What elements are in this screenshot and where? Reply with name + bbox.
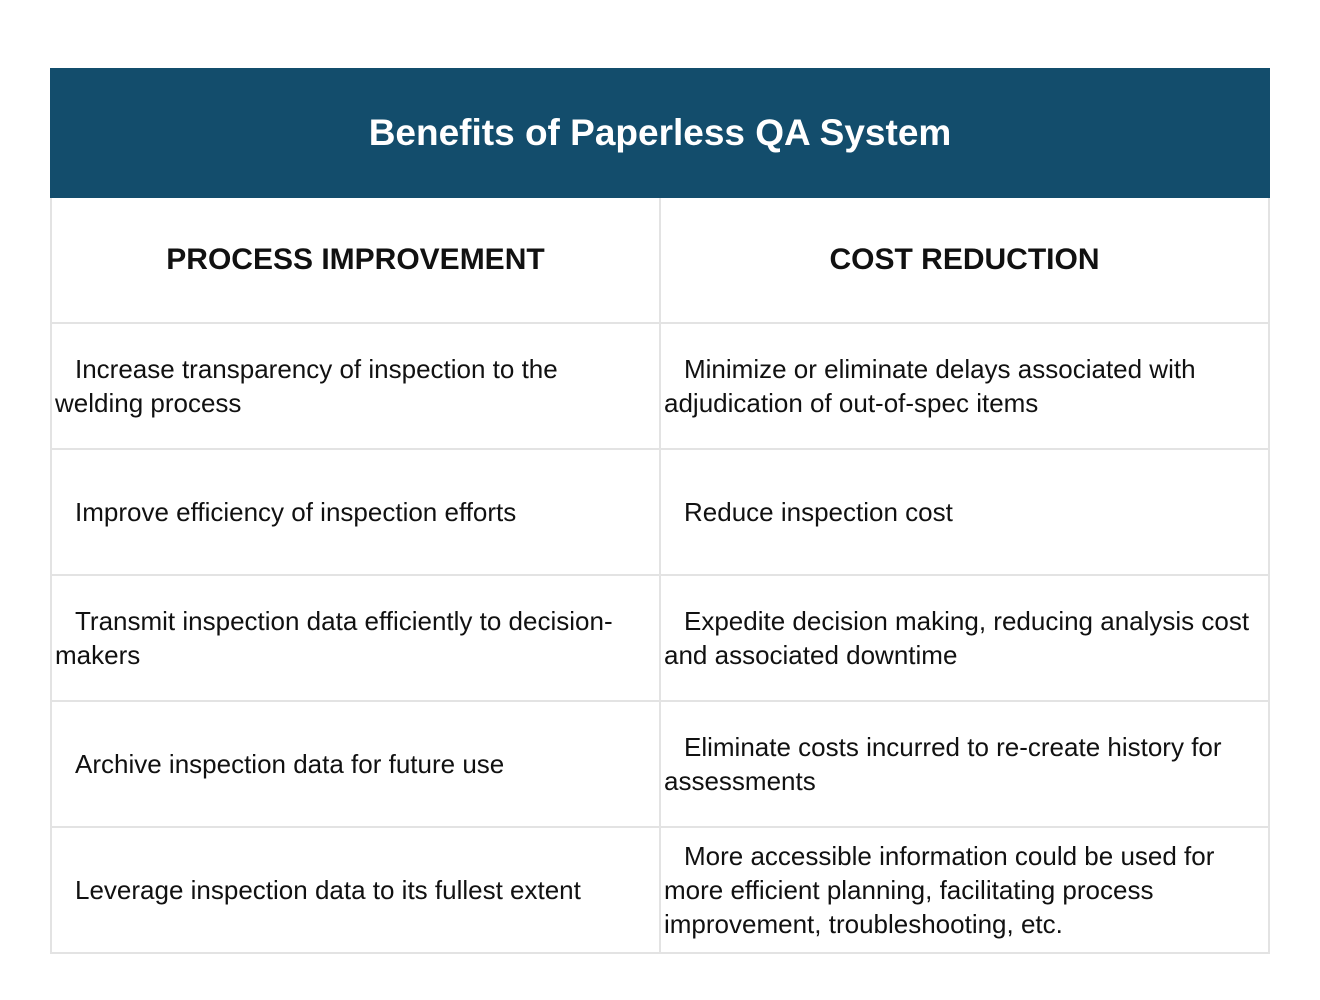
cell-text: Archive inspection data for future use [75,749,505,779]
cell-text: Increase transparency of inspection to t… [55,354,558,418]
cell-text: Reduce inspection cost [684,497,953,527]
table-row: Transmit inspection data efficiently to … [50,574,1270,702]
table-cell: Expedite decision making, reducing analy… [659,574,1270,702]
table-cell: Eliminate costs incurred to re-create hi… [659,700,1270,828]
table-cell: Improve efficiency of inspection efforts [50,448,661,576]
table-row: Archive inspection data for future use E… [50,700,1270,828]
cell-text: Improve efficiency of inspection efforts [75,497,517,527]
column-header-row: PROCESS IMPROVEMENT COST REDUCTION [50,196,1270,324]
cell-text: More accessible information could be use… [664,841,1215,939]
table-row: Improve efficiency of inspection efforts… [50,448,1270,576]
cell-text: Minimize or eliminate delays associated … [664,354,1196,418]
table-cell: Reduce inspection cost [659,448,1270,576]
table-cell: Transmit inspection data efficiently to … [50,574,661,702]
cell-text: Leverage inspection data to its fullest … [75,875,581,905]
benefits-table: Benefits of Paperless QA System PROCESS … [50,68,1270,954]
table-cell: Increase transparency of inspection to t… [50,322,661,450]
cell-text: Expedite decision making, reducing analy… [664,606,1250,670]
title-row: Benefits of Paperless QA System [50,68,1270,198]
table-title: Benefits of Paperless QA System [50,68,1270,198]
cell-text: Transmit inspection data efficiently to … [55,606,613,670]
benefits-table-container: Benefits of Paperless QA System PROCESS … [50,68,1270,954]
table-row: Increase transparency of inspection to t… [50,322,1270,450]
table-row: Leverage inspection data to its fullest … [50,826,1270,954]
column-header-cost-reduction: COST REDUCTION [659,196,1270,324]
table-cell: Archive inspection data for future use [50,700,661,828]
table-cell: More accessible information could be use… [659,826,1270,954]
table-cell: Leverage inspection data to its fullest … [50,826,661,954]
column-header-process-improvement: PROCESS IMPROVEMENT [50,196,661,324]
table-cell: Minimize or eliminate delays associated … [659,322,1270,450]
cell-text: Eliminate costs incurred to re-create hi… [664,732,1222,796]
